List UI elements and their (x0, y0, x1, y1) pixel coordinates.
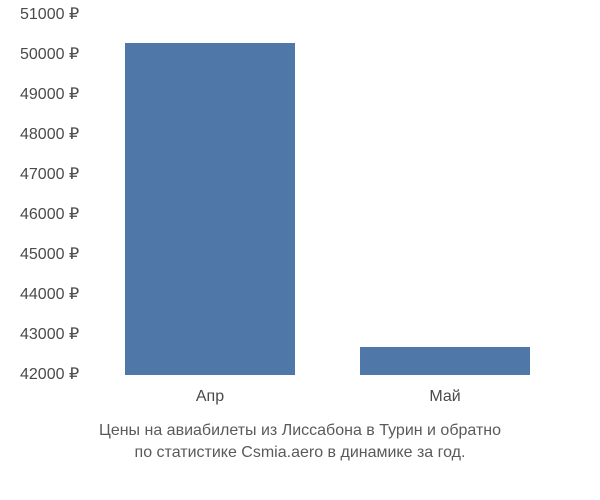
caption-line-2: по статистике Csmia.aero в динамике за г… (40, 442, 560, 464)
y-tick-label: 45000 ₽ (20, 247, 110, 263)
bar (125, 43, 295, 375)
y-tick-label: 50000 ₽ (20, 47, 110, 63)
y-tick-label: 44000 ₽ (20, 287, 110, 303)
y-tick-label: 43000 ₽ (20, 327, 110, 343)
y-tick-label: 48000 ₽ (20, 127, 110, 143)
y-tick-label: 46000 ₽ (20, 207, 110, 223)
y-tick-label: 49000 ₽ (20, 87, 110, 103)
plot-area (115, 15, 580, 375)
caption-line-1: Цены на авиабилеты из Лиссабона в Турин … (40, 420, 560, 442)
y-tick-label: 51000 ₽ (20, 7, 110, 23)
x-axis: Апр Май (115, 380, 580, 410)
x-tick-label: Май (429, 388, 460, 406)
chart-caption: Цены на авиабилеты из Лиссабона в Турин … (0, 420, 600, 465)
y-tick-label: 42000 ₽ (20, 367, 110, 383)
x-tick-label: Апр (196, 388, 224, 406)
bar (360, 347, 530, 375)
y-axis: 51000 ₽50000 ₽49000 ₽48000 ₽47000 ₽46000… (20, 15, 110, 375)
y-tick-label: 47000 ₽ (20, 167, 110, 183)
price-chart: 51000 ₽50000 ₽49000 ₽48000 ₽47000 ₽46000… (20, 15, 580, 395)
